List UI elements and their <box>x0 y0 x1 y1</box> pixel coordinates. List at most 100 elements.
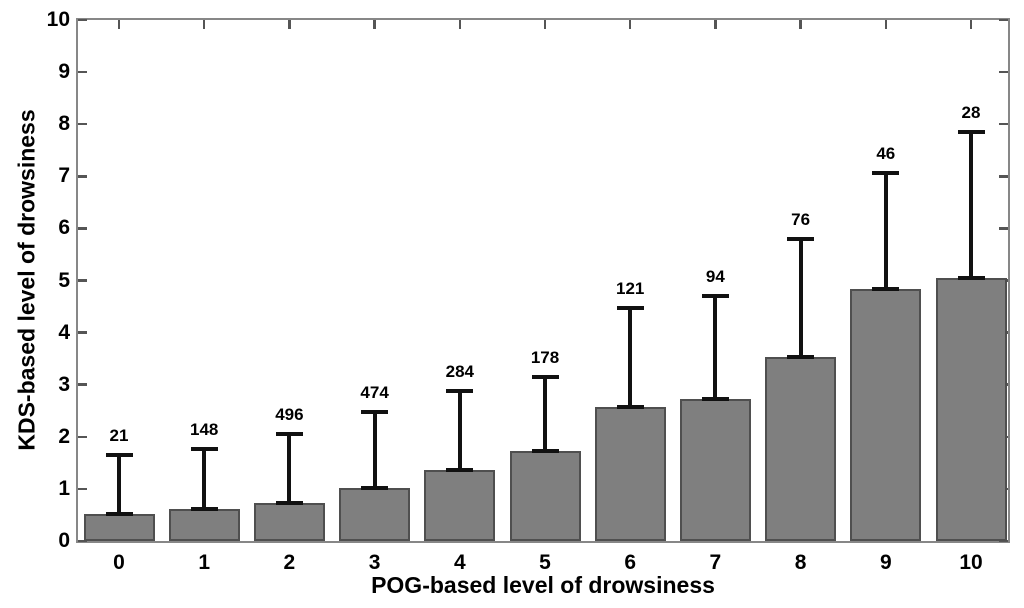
y-tick-mark-right <box>999 70 1008 74</box>
error-bar-bottom-cap <box>190 507 218 512</box>
y-tick-label: 7 <box>58 164 70 188</box>
bar-count-label: 178 <box>530 347 560 367</box>
x-tick-label: 3 <box>368 551 381 574</box>
x-tick-label: 6 <box>624 551 637 574</box>
y-tick-mark-left <box>78 18 87 22</box>
bar <box>679 398 751 541</box>
y-tick-label: 9 <box>58 60 70 84</box>
x-tick-label: 8 <box>794 551 807 574</box>
bar-count-label: 94 <box>705 266 725 286</box>
y-tick-mark-left <box>78 435 87 439</box>
y-tick-mark-right <box>999 18 1008 22</box>
top-tick-mark <box>458 20 462 29</box>
bar <box>765 357 837 541</box>
bar-count-label: 284 <box>445 362 474 382</box>
error-bar-line <box>543 376 547 452</box>
error-bar-bottom-cap <box>872 286 900 291</box>
error-bar-top-cap <box>616 305 644 310</box>
top-tick-mark <box>202 20 206 29</box>
bar <box>509 451 581 541</box>
y-tick-label: 1 <box>58 476 70 500</box>
y-tick-mark-left <box>78 331 87 334</box>
y-tick-mark-left <box>78 279 87 282</box>
error-bar-top-cap <box>361 409 389 414</box>
y-tick-mark-left <box>78 539 87 543</box>
error-bar-top-cap <box>957 130 985 134</box>
y-tick-mark-right <box>999 122 1008 126</box>
error-bar-line <box>798 239 803 358</box>
x-tick-label: 4 <box>453 551 466 574</box>
error-bar-line <box>969 132 973 278</box>
bar <box>83 513 155 541</box>
error-bar-line <box>713 295 718 399</box>
error-bar-line <box>117 455 121 514</box>
y-tick-label: 10 <box>46 8 70 31</box>
bar <box>339 487 411 541</box>
top-tick-mark <box>628 20 632 29</box>
x-tick-label: 9 <box>879 551 892 574</box>
error-bar-top-cap <box>531 374 559 379</box>
bar-count-label: 474 <box>360 382 389 402</box>
error-bar-line <box>372 411 377 488</box>
error-bar-bottom-cap <box>531 449 559 454</box>
y-tick-label: 5 <box>58 268 70 292</box>
error-bar-top-cap <box>787 237 815 242</box>
bar <box>935 277 1007 541</box>
error-bar-top-cap <box>275 431 303 436</box>
top-tick-mark <box>288 20 291 29</box>
error-bar-bottom-cap <box>787 355 815 360</box>
bar-count-label: 21 <box>109 426 129 446</box>
y-tick-label: 2 <box>58 424 70 448</box>
y-tick-mark-left <box>78 487 87 491</box>
error-bar-top-cap <box>190 447 218 452</box>
error-bar-bottom-cap <box>446 467 474 472</box>
error-bar-top-cap <box>701 293 729 298</box>
y-tick-mark-right <box>999 227 1008 230</box>
y-tick-label: 8 <box>58 112 70 136</box>
x-tick-label: 7 <box>709 551 722 574</box>
error-bar-line <box>628 307 633 407</box>
top-tick-mark <box>373 20 376 29</box>
y-tick-mark-left <box>78 70 87 74</box>
error-bar-bottom-cap <box>701 396 729 401</box>
top-tick-mark <box>543 20 547 29</box>
y-tick-mark-left <box>78 122 87 126</box>
y-tick-label: 0 <box>58 529 70 552</box>
y-tick-label: 4 <box>58 320 70 344</box>
bar-count-label: 28 <box>961 103 981 123</box>
error-bar-top-cap <box>105 453 133 458</box>
bar <box>424 469 496 541</box>
error-bar-bottom-cap <box>957 275 985 280</box>
y-tick-mark-right <box>999 539 1008 543</box>
y-tick-label: 6 <box>58 216 70 240</box>
y-tick-label: 3 <box>58 372 70 396</box>
bar <box>850 288 922 541</box>
y-tick-mark-left <box>78 175 87 178</box>
plot-area: 0 1 2 3 4 5 6 7 8 9 10 21 0 148 1 496 2 474 3 284 4 178 5 121 6 9… <box>47 8 1010 574</box>
bar-count-label: 496 <box>275 404 304 424</box>
x-axis-label: POG-based level of drowsiness <box>371 572 715 598</box>
bar <box>253 503 325 541</box>
y-tick-mark-right <box>999 175 1008 178</box>
error-bar-line <box>287 433 292 504</box>
y-tick-mark-left <box>78 227 87 230</box>
bar-count-label: 121 <box>616 278 645 298</box>
top-tick-mark <box>969 20 973 29</box>
top-tick-mark <box>799 20 802 29</box>
x-tick-label: 2 <box>283 551 296 574</box>
top-tick-mark <box>714 20 717 29</box>
top-tick-mark <box>884 20 888 29</box>
bar-count-label: 46 <box>876 143 896 163</box>
bar <box>594 406 666 541</box>
error-bar-bottom-cap <box>105 511 133 516</box>
error-bar-line <box>883 172 888 289</box>
error-bar-bottom-cap <box>361 485 389 490</box>
y-axis-label: KDS-based level of drowsiness <box>13 109 40 451</box>
error-bar-bottom-cap <box>616 404 644 409</box>
error-bar-top-cap <box>872 170 900 175</box>
error-bar-bottom-cap <box>275 501 303 506</box>
error-bar-top-cap <box>446 389 474 394</box>
bar <box>168 509 240 541</box>
bar-count-label: 148 <box>190 420 219 440</box>
